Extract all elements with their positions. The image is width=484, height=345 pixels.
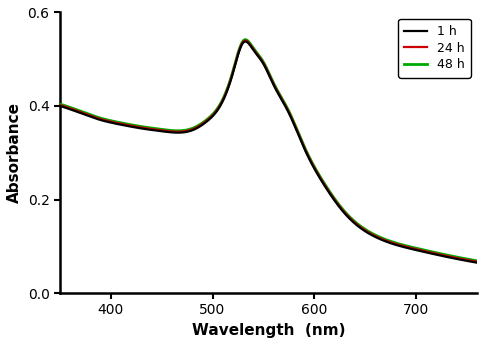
1 h — [57, 104, 63, 108]
Line: 48 h: 48 h — [60, 40, 477, 261]
24 h — [83, 112, 89, 116]
48 h — [300, 141, 305, 145]
48 h — [323, 184, 329, 188]
Legend: 1 h, 24 h, 48 h: 1 h, 24 h, 48 h — [398, 19, 471, 78]
48 h — [311, 164, 317, 168]
X-axis label: Wavelength  (nm): Wavelength (nm) — [192, 323, 345, 338]
48 h — [57, 102, 63, 106]
Line: 1 h: 1 h — [60, 41, 477, 263]
Line: 24 h: 24 h — [60, 41, 477, 262]
24 h — [300, 142, 305, 146]
1 h — [300, 143, 305, 147]
1 h — [323, 186, 329, 190]
1 h — [474, 260, 480, 265]
1 h — [311, 165, 317, 169]
1 h — [374, 236, 380, 240]
1 h — [242, 39, 248, 43]
24 h — [311, 164, 317, 168]
48 h — [83, 111, 89, 115]
24 h — [417, 248, 423, 252]
24 h — [323, 185, 329, 189]
24 h — [474, 260, 480, 264]
48 h — [417, 247, 423, 251]
48 h — [474, 259, 480, 263]
48 h — [374, 234, 380, 238]
Y-axis label: Absorbance: Absorbance — [7, 102, 22, 203]
24 h — [242, 39, 248, 43]
24 h — [374, 235, 380, 239]
48 h — [242, 38, 248, 42]
1 h — [83, 113, 89, 117]
24 h — [57, 103, 63, 107]
1 h — [417, 249, 423, 253]
